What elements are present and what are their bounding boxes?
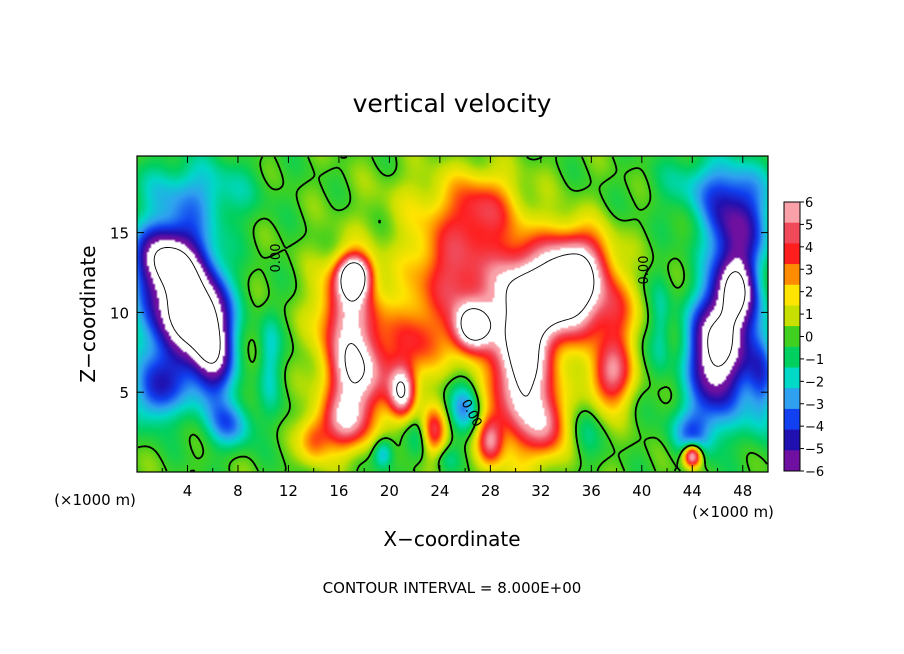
plot-frame xyxy=(136,155,769,473)
x-tick-label: 4 xyxy=(183,482,193,500)
colorbar-label: −2 xyxy=(805,375,824,390)
y-tick-label: 15 xyxy=(110,225,129,243)
colorbar-swatch xyxy=(784,450,800,472)
contour-line xyxy=(153,247,746,367)
colorbar-label: 1 xyxy=(805,308,813,323)
x-tick-label: 40 xyxy=(632,482,651,500)
x-tick-label: 12 xyxy=(279,482,298,500)
y-tick-label: 5 xyxy=(119,384,129,402)
x-unit-right: (×1000 m) xyxy=(692,503,774,521)
x-tick-label: 36 xyxy=(582,482,601,500)
colorbar-label: −1 xyxy=(805,353,824,368)
colorbar-swatch xyxy=(784,284,800,306)
x-tick-label: 44 xyxy=(683,482,702,500)
x-tick-label: 16 xyxy=(329,482,348,500)
x-tick-label: 8 xyxy=(233,482,243,500)
contour-interval-note: CONTOUR INTERVAL = 8.000E+00 xyxy=(323,579,582,597)
zero-contours xyxy=(137,156,768,472)
colorbar-label: 2 xyxy=(805,286,813,301)
contour-label: 0.00 xyxy=(269,244,284,273)
colorbar-swatch xyxy=(784,429,800,451)
colorbar-label: −3 xyxy=(805,398,824,413)
heatmap-field xyxy=(137,156,768,472)
y-axis-label: Z−coordinate xyxy=(76,245,100,382)
x-tick-label: 28 xyxy=(481,482,500,500)
colorbar-swatch xyxy=(784,305,800,327)
colorbar-swatch xyxy=(784,326,800,348)
x-tick-label: 48 xyxy=(733,482,752,500)
x-axis-label: X−coordinate xyxy=(383,527,520,551)
colorbar-swatch xyxy=(784,202,800,224)
colorbar-label: 5 xyxy=(805,218,813,233)
colorbar-swatch xyxy=(784,243,800,265)
colorbar-label: −6 xyxy=(805,465,824,480)
colorbar-label: 3 xyxy=(805,263,813,278)
x-tick-label: 24 xyxy=(430,482,449,500)
colorbar-swatch xyxy=(784,346,800,369)
colorbar-swatch xyxy=(784,222,800,244)
x-unit-left: (×1000 m) xyxy=(54,491,136,509)
colorbar-swatch xyxy=(784,388,800,410)
contour-line xyxy=(340,253,595,398)
colorbar-label: −5 xyxy=(805,443,824,458)
colorbar-label: −4 xyxy=(805,420,824,435)
x-tick-label: 32 xyxy=(531,482,550,500)
heatmap-area xyxy=(137,156,768,472)
colorbar-swatch xyxy=(784,367,800,389)
chart-title: vertical velocity xyxy=(353,89,552,118)
contour-label: 0.00 xyxy=(637,256,652,285)
colorbar-swatch xyxy=(784,408,800,431)
contour-line xyxy=(137,156,768,472)
x-axis: 4 8 12 16 20 24 28 32 36 40 44 48 xyxy=(161,156,752,500)
y-tick-label: 10 xyxy=(110,304,129,322)
colorbar-swatch xyxy=(784,264,800,286)
x-tick-label: 20 xyxy=(380,482,399,500)
colorbar-label: 6 xyxy=(805,196,813,211)
colorbar-label: 4 xyxy=(805,241,813,256)
colorbar-label: 0 xyxy=(805,331,813,346)
y-axis: 5 10 15 xyxy=(110,225,768,402)
colorbar: 6 5 4 3 2 1 0 −1 −2 −3 −4 −5 −6 xyxy=(783,196,824,480)
